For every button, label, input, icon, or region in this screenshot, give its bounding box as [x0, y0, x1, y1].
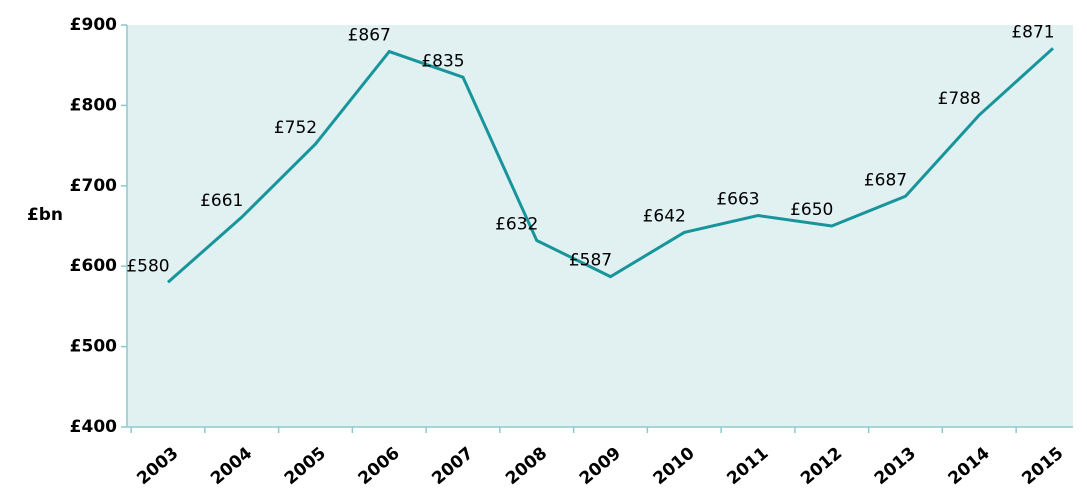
x-tick-label: 2011 [723, 443, 772, 489]
x-tick-label: 2006 [355, 443, 404, 489]
data-label: £661 [200, 191, 243, 211]
y-axis-label: £bn [27, 205, 63, 225]
y-tick-label: £900 [70, 15, 117, 35]
y-tick-label: £400 [70, 417, 117, 437]
x-tick-label: 2008 [502, 443, 551, 489]
data-label: £650 [790, 200, 833, 220]
data-label: £835 [421, 51, 464, 71]
x-tick-label: 2010 [650, 443, 699, 489]
y-tick-label: £600 [70, 256, 117, 276]
data-label: £587 [569, 251, 612, 271]
x-tick-label: 2005 [281, 443, 330, 489]
data-label: £871 [1011, 22, 1054, 42]
data-label: £580 [126, 256, 169, 276]
data-label: £687 [864, 170, 907, 190]
x-tick-label: 2003 [133, 443, 182, 489]
x-tick-label: 2004 [207, 443, 256, 489]
data-label: £642 [643, 206, 686, 226]
data-label: £632 [495, 214, 538, 234]
x-tick-label: 2013 [871, 443, 920, 489]
y-tick-label: £800 [70, 95, 117, 115]
data-label: £663 [716, 190, 759, 210]
plot-area [127, 25, 1073, 427]
y-tick-label: £500 [70, 337, 117, 357]
x-tick-label: 2009 [576, 443, 625, 489]
x-tick-label: 2007 [428, 443, 477, 489]
x-tick-label: 2014 [945, 443, 994, 489]
x-tick-label: 2012 [797, 443, 846, 489]
data-label: £867 [348, 26, 391, 46]
data-label: £788 [938, 89, 981, 109]
x-tick-label: 2015 [1018, 443, 1067, 489]
line [167, 47, 1055, 284]
data-label: £752 [274, 118, 317, 138]
y-tick-label: £700 [70, 176, 117, 196]
